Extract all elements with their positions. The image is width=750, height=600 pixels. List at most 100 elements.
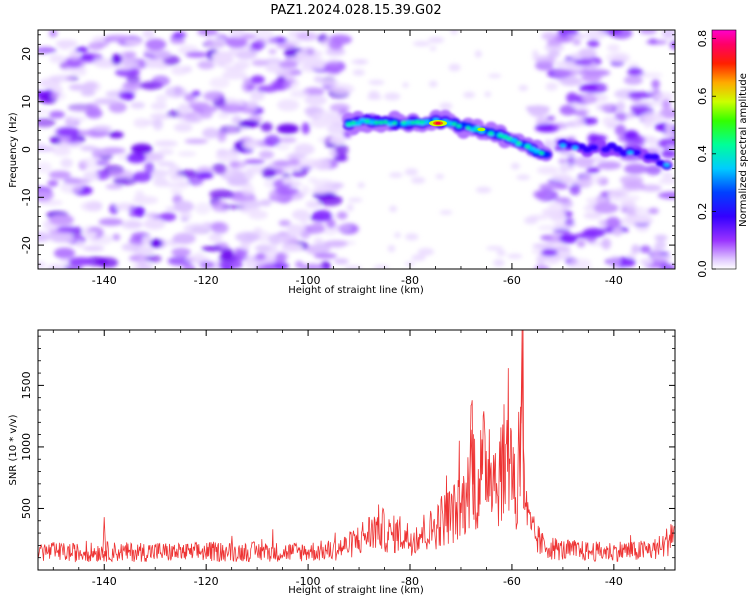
ridge-cell [368,120,376,125]
noise-blob [144,254,162,263]
noise-blob [311,187,329,195]
noise-blob [65,178,92,185]
noise-blob [118,91,135,101]
noise-blob [553,69,577,77]
noise-blob [119,51,131,64]
ridge-peak-core [435,122,441,125]
noise-blob [627,195,640,201]
noise-blob [52,146,71,156]
noise-blob [532,243,555,249]
noise-blob [541,208,553,216]
noise-blob [232,254,244,262]
noise-blob [173,123,193,132]
noise-blob [531,55,549,61]
noise-blob [258,150,275,159]
noise-blob [573,117,585,128]
noise-blob [541,248,558,257]
noise-blob [80,145,97,152]
noise-blob [122,81,145,90]
y-tick-label: 10 [20,95,33,109]
noise-blob [592,202,619,214]
x-tick-label: -60 [503,575,521,588]
noise-blob [645,164,662,176]
noise-blob [661,99,672,110]
noise-blob [605,51,631,64]
noise-blob [601,237,612,250]
noise-blob [507,253,523,259]
noise-blob [510,162,520,170]
noise-blob [75,241,85,248]
noise-blob [559,233,578,244]
noise-blob [191,90,201,97]
noise-blob [484,91,492,98]
noise-blob [211,200,227,212]
noise-blob [133,118,150,128]
noise-blob [352,69,365,76]
noise-blob [552,228,571,234]
noise-blob [187,175,204,186]
noise-blob [38,47,57,54]
noise-blob [615,101,626,112]
noise-blob [551,173,572,181]
noise-blob [651,79,660,90]
colorbar: 0.0 0.2 0.4 0.6 0.8 Normalized spectral ampl… [696,29,749,278]
noise-blob [177,151,197,157]
ridge-cell [510,138,518,143]
noise-blob [411,176,426,184]
noise-blob [105,183,123,190]
noise-blob [533,190,549,199]
ridge-cell [663,162,670,167]
noise-blob [261,37,278,45]
ridge-cell [516,141,522,145]
ridge-cell [392,121,398,125]
noise-blob [428,36,445,44]
noise-blob [55,127,80,137]
noise-blob [107,169,134,179]
noise-blob [184,138,209,144]
noise-blob [387,245,396,253]
noise-blob [572,39,581,46]
colorbar-gradient [711,29,737,270]
noise-blob [165,86,187,98]
colorbar-tick-label: 0.8 [696,30,709,48]
noise-blob [585,30,606,40]
noise-blob [326,218,336,229]
noise-blob [218,253,238,263]
y-tick-label: 20 [20,47,33,61]
noise-blob [275,252,286,265]
noise-blob [150,102,168,110]
y-tick-label: -20 [20,236,33,254]
noise-blob [209,189,235,199]
noise-blob [344,265,362,269]
noise-blob [196,172,214,179]
noise-blob [68,84,87,91]
noise-blob [156,161,176,167]
noise-blob [329,135,346,145]
noise-blob [47,263,66,269]
noise-blob [220,264,234,269]
noise-blob [301,185,310,196]
noise-blob [586,167,600,174]
noise-blob [524,216,538,225]
noise-blob [548,49,560,59]
noise-blob [242,140,259,150]
noise-blob [534,265,550,269]
ridge-cell [419,120,425,124]
noise-blob [276,78,296,84]
noise-blob [545,82,558,91]
noise-blob [55,39,78,48]
noise-blob [299,263,326,269]
ridge-cell [405,120,412,125]
noise-blob [173,31,187,40]
noise-blob [595,103,614,112]
top-x-ticks: -140 -120 -100 -80 -60 -40 [52,30,666,287]
noise-blob [335,144,349,156]
noise-blob [648,207,659,215]
noise-blob [411,254,426,262]
bottom-x-axis-label: Height of straight line (km) [288,585,424,596]
noise-blob [50,135,62,145]
figure-title: PAZ1.2024.028.15.39.G02 [270,3,441,18]
noise-blob [336,211,348,220]
